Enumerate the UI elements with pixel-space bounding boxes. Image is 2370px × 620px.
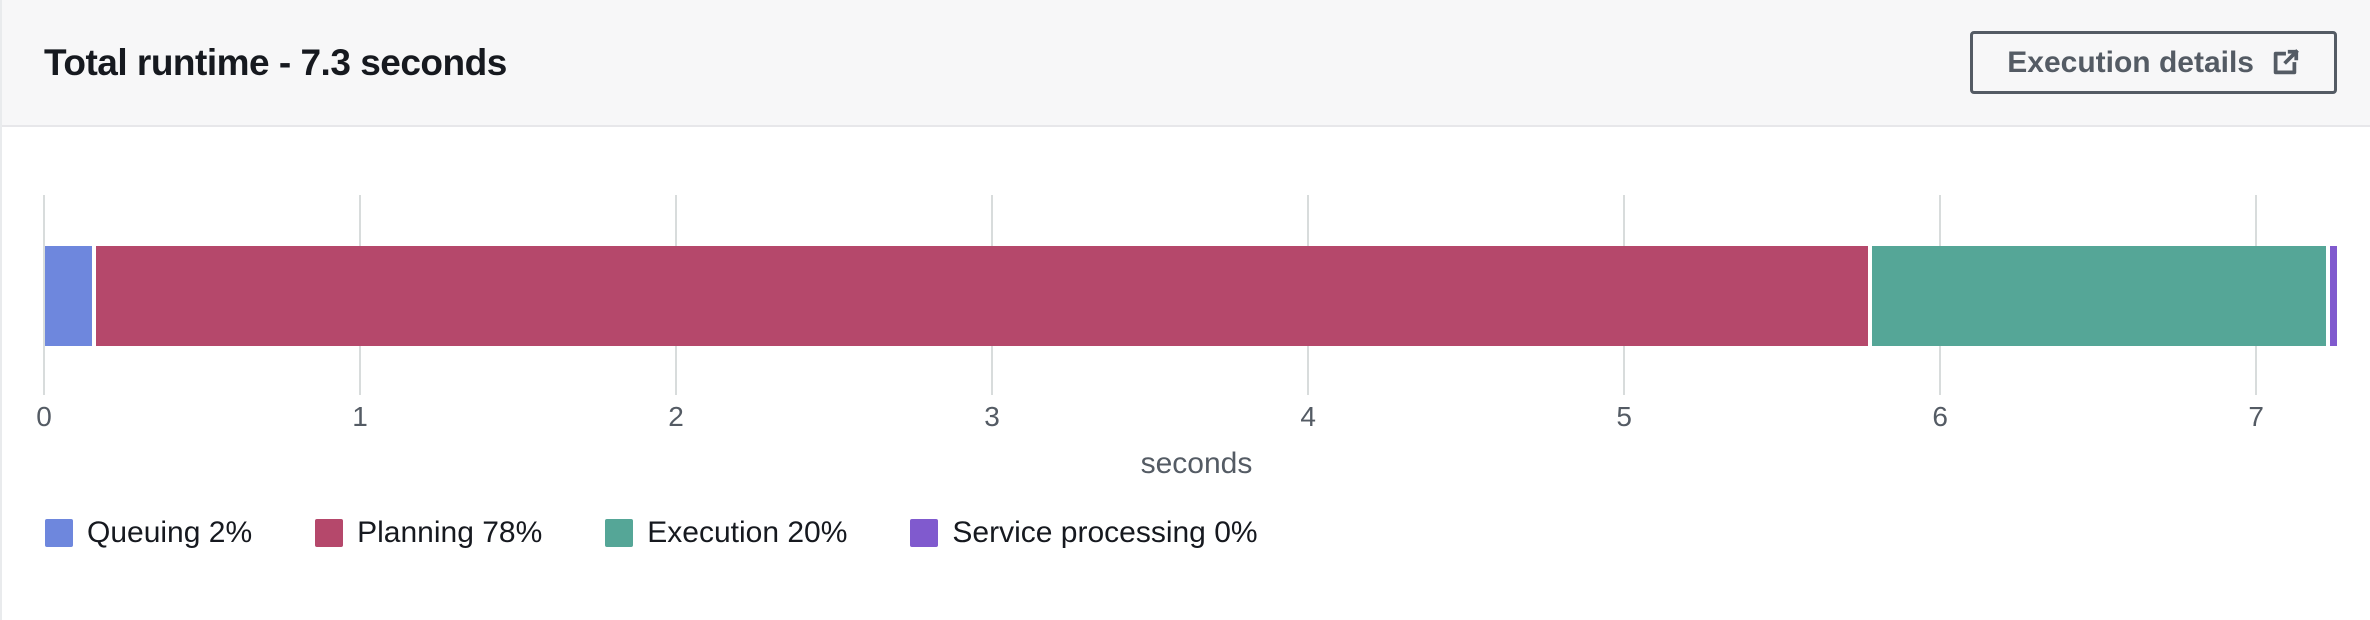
bar-segment-execution[interactable] [1871, 246, 2326, 346]
legend-label: Queuing 2% [87, 516, 253, 549]
x-tick-label-6: 6 [1932, 401, 1948, 432]
x-tick-label-1: 1 [352, 401, 368, 432]
panel-header: Total runtime - 7.3 seconds Execution de… [2, 0, 2370, 127]
x-tick-label-0: 0 [36, 401, 52, 432]
legend-item-execution-20-[interactable]: Execution 20% [605, 518, 847, 548]
legend-item-queuing-2-[interactable]: Queuing 2% [45, 518, 252, 548]
x-axis-title: seconds [1140, 447, 1253, 480]
legend-item-service-processing-0-[interactable]: Service processing 0% [910, 516, 1258, 549]
x-tick-label-4: 4 [1300, 401, 1316, 432]
runtime-stacked-bar-chart: seconds 0 1 2 3 4 5 6 7 [36, 195, 2350, 479]
x-tick-label-7: 7 [2248, 401, 2264, 432]
gridline-0 [43, 195, 45, 395]
legend-label: Planning 78% [357, 516, 543, 549]
legend-label: Service processing 0% [952, 516, 1258, 549]
legend-swatch-icon [605, 519, 634, 547]
page-title: Total runtime - 7.3 seconds [44, 41, 507, 83]
bar-segment-service-processing[interactable] [2329, 246, 2337, 346]
x-tick-label-2: 2 [668, 401, 684, 432]
legend-swatch-icon [315, 519, 344, 547]
execution-details-button-label: Execution details [2007, 45, 2254, 79]
legend-item-planning-78-[interactable]: Planning 78% [315, 518, 542, 548]
legend-label: Execution 20% [647, 516, 848, 549]
external-link-icon [2270, 48, 2300, 78]
x-tick-label-3: 3 [984, 401, 1000, 432]
chart-legend: Queuing 2% Planning 78% Execution 20% Servi… [45, 518, 1258, 548]
legend-swatch-icon [910, 519, 939, 547]
bar-segment-planning[interactable] [95, 246, 1868, 346]
execution-details-button[interactable]: Execution details [1970, 31, 2337, 94]
bar-segment-queuing[interactable] [45, 246, 92, 346]
legend-swatch-icon [45, 519, 73, 547]
x-tick-label-5: 5 [1616, 401, 1632, 432]
